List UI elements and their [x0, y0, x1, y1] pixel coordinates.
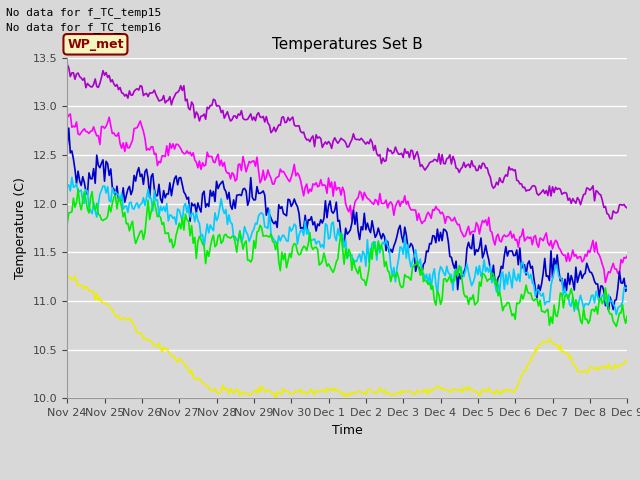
- TC_B +4cm: [385, 389, 393, 395]
- TC_B -32cm: [623, 205, 631, 211]
- TC_B -4cm: [81, 201, 88, 207]
- TC_B -4cm: [384, 243, 392, 249]
- TC_B +4cm: [558, 349, 566, 355]
- TC_B -2cm: [556, 290, 564, 296]
- Line: TC_B -16cm: TC_B -16cm: [67, 114, 627, 283]
- TC_B -16cm: [81, 126, 88, 132]
- Y-axis label: Temperature (C): Temperature (C): [14, 177, 27, 279]
- TC_B -32cm: [401, 146, 408, 152]
- TC_B -4cm: [415, 261, 422, 267]
- TC_B +4cm: [169, 353, 177, 359]
- TC_B -2cm: [63, 222, 71, 228]
- TC_B -8cm: [65, 125, 72, 131]
- TC_B -8cm: [384, 239, 392, 244]
- TC_B -8cm: [169, 183, 177, 189]
- TC_B -4cm: [623, 285, 631, 290]
- TC_B -2cm: [384, 268, 392, 274]
- Legend: TC_B -32cm, TC_B -16cm, TC_B -8cm, TC_B -4cm, TC_B -2cm, TC_B +4cm: TC_B -32cm, TC_B -16cm, TC_B -8cm, TC_B …: [60, 475, 634, 480]
- TC_B -8cm: [403, 232, 410, 238]
- Line: TC_B +4cm: TC_B +4cm: [67, 276, 627, 399]
- TC_B -8cm: [63, 143, 71, 149]
- TC_B -2cm: [74, 186, 82, 192]
- TC_B -4cm: [63, 183, 71, 189]
- TC_B -16cm: [415, 211, 422, 216]
- TC_B -16cm: [403, 201, 410, 207]
- TC_B +4cm: [63, 276, 71, 281]
- Title: Temperatures Set B: Temperatures Set B: [272, 37, 422, 52]
- TC_B -16cm: [384, 205, 392, 211]
- TC_B -2cm: [415, 265, 422, 271]
- TC_B -2cm: [623, 313, 631, 319]
- TC_B -4cm: [403, 255, 410, 261]
- TC_B -8cm: [556, 278, 564, 284]
- TC_B +4cm: [404, 388, 412, 394]
- TC_B -32cm: [168, 102, 175, 108]
- TC_B -32cm: [413, 149, 421, 155]
- TC_B -32cm: [608, 216, 616, 222]
- TC_B +4cm: [272, 396, 280, 402]
- TC_B -8cm: [415, 264, 422, 270]
- X-axis label: Time: Time: [332, 424, 363, 437]
- TC_B -16cm: [556, 247, 564, 252]
- TC_B -16cm: [602, 280, 609, 286]
- TC_B -2cm: [612, 324, 620, 329]
- TC_B -4cm: [556, 276, 564, 281]
- TC_B -2cm: [403, 274, 410, 280]
- TC_B -8cm: [623, 283, 631, 288]
- TC_B -32cm: [63, 61, 71, 67]
- TC_B -4cm: [68, 175, 76, 180]
- TC_B +4cm: [417, 389, 424, 395]
- Text: No data for f_TC_temp15: No data for f_TC_temp15: [6, 7, 162, 18]
- Line: TC_B -32cm: TC_B -32cm: [67, 64, 627, 219]
- Line: TC_B -2cm: TC_B -2cm: [67, 189, 627, 326]
- TC_B -4cm: [612, 312, 620, 317]
- TC_B +4cm: [623, 358, 631, 364]
- TC_B -16cm: [63, 115, 71, 120]
- TC_B -2cm: [169, 245, 177, 251]
- TC_B -16cm: [623, 253, 631, 259]
- TC_B -32cm: [79, 77, 86, 83]
- TC_B -32cm: [382, 158, 390, 164]
- TC_B +4cm: [81, 286, 88, 291]
- TC_B -16cm: [67, 111, 74, 117]
- TC_B -2cm: [81, 189, 88, 195]
- Line: TC_B -4cm: TC_B -4cm: [67, 178, 627, 314]
- TC_B -8cm: [605, 307, 612, 312]
- TC_B -32cm: [555, 186, 563, 192]
- TC_B -16cm: [169, 141, 177, 147]
- TC_B -8cm: [81, 180, 88, 185]
- TC_B +4cm: [71, 273, 79, 279]
- Text: WP_met: WP_met: [67, 38, 124, 51]
- TC_B -4cm: [169, 216, 177, 221]
- Line: TC_B -8cm: TC_B -8cm: [67, 128, 627, 310]
- Text: No data for f_TC_temp16: No data for f_TC_temp16: [6, 22, 162, 33]
